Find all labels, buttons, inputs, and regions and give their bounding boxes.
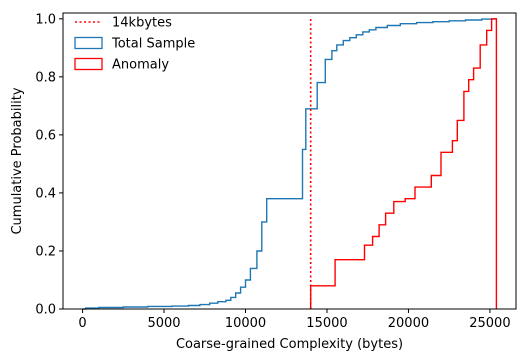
x-tick-label: 25000	[469, 316, 510, 331]
legend-label-anomaly: Anomaly	[112, 58, 169, 73]
x-tick-label: 5000	[147, 316, 180, 331]
y-axis-label: Cumulative Probability	[10, 87, 25, 234]
x-tick-label: 0	[78, 316, 86, 331]
axis-ticks: 0 5000 10000 15000 20000 25000 0.0 0.2 0.4 0.6 0.8…	[35, 12, 510, 331]
x-tick-label: 10000	[225, 316, 266, 331]
x-tick-label: 15000	[306, 316, 347, 331]
series-line-total-sample	[82, 18, 496, 310]
legend-label-14kbytes: 14kbytes	[112, 16, 172, 31]
y-tick-label: 1.0	[35, 12, 56, 27]
x-tick-label: 20000	[388, 316, 429, 331]
y-tick-label: 0.8	[35, 70, 56, 85]
legend-swatch-total-sample	[74, 36, 103, 50]
legend-swatch-anomaly	[74, 57, 103, 71]
y-tick-label: 0.6	[35, 128, 56, 143]
axes-frame	[62, 12, 517, 310]
legend: 14kbytes Total Sample Anomaly	[74, 16, 195, 73]
legend-label-total-sample: Total Sample	[111, 37, 195, 52]
y-tick-label: 0.0	[35, 303, 56, 318]
y-tick-label: 0.2	[35, 244, 56, 259]
plot-area	[82, 18, 498, 310]
series-line-anomaly	[310, 18, 498, 309]
y-tick-label: 0.4	[35, 186, 56, 201]
x-axis-label: Coarse-grained Complexity (bytes)	[176, 337, 403, 352]
